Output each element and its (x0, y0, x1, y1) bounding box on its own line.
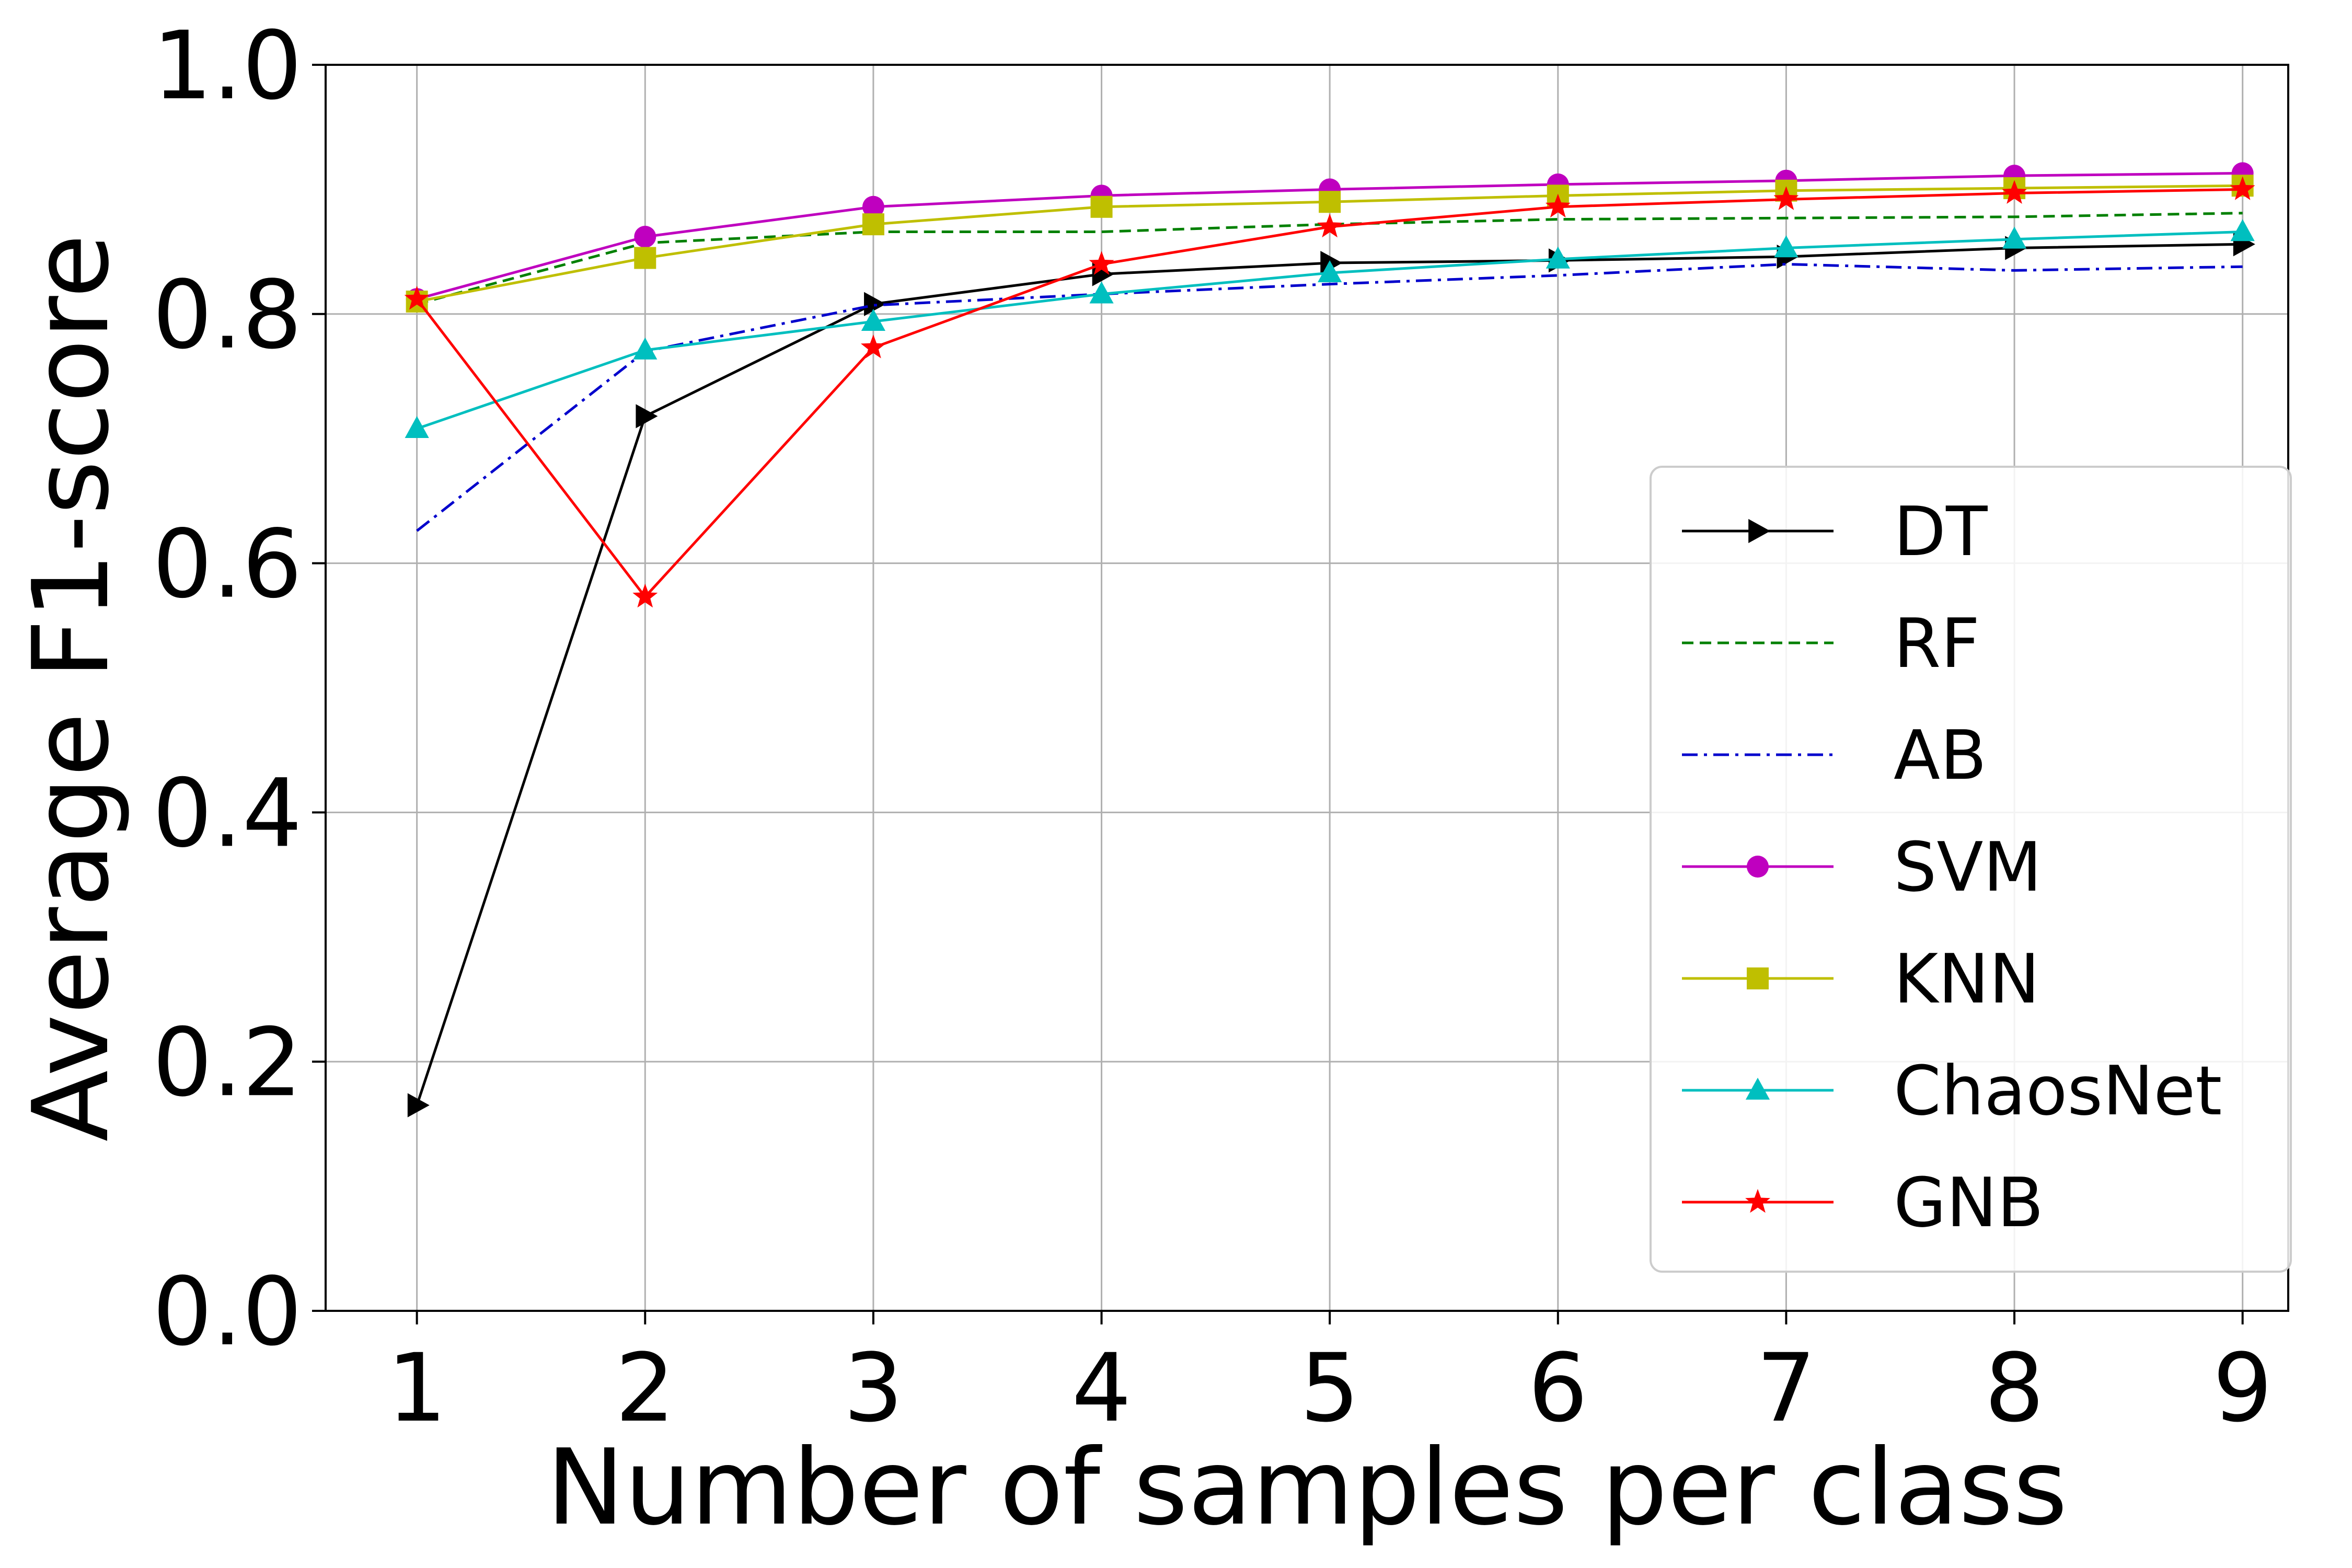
data-point-gnb (2230, 176, 2255, 200)
x-tick-label: 5 (1300, 1334, 1360, 1443)
x-tick-label: 4 (1071, 1334, 1132, 1443)
legend-item-dt: DT (1682, 492, 1988, 571)
series-ab (416, 262, 2243, 532)
legend-item-svm: SVM (1682, 827, 2042, 907)
data-point-gnb (860, 334, 886, 359)
legend-marker-dt (1748, 518, 1771, 544)
data-point-gnb (1317, 213, 1343, 238)
data-point-chaosnet (2230, 219, 2255, 241)
y-tick-label: 0.8 (153, 261, 302, 370)
legend-marker-knn (1747, 967, 1769, 989)
legend-label-svm: SVM (1894, 827, 2042, 907)
x-tick-label: 1 (387, 1334, 447, 1443)
data-point-chaosnet (1774, 235, 1798, 258)
series-chaosnet (405, 219, 2255, 438)
axis-ticks: 1 2 3 4 5 6 7 8 9 0.0 0.2 0.4 0.6 0.8 1.0 (153, 11, 2273, 1443)
data-point-svm (634, 225, 656, 248)
data-point-knn (634, 247, 656, 269)
data-point-gnb (632, 583, 658, 608)
series-rf (417, 212, 2243, 306)
legend-item-gnb: GNB (1682, 1163, 2044, 1242)
legend-label-ab: AB (1894, 716, 1987, 795)
legend-label-knn: KNN (1894, 939, 2040, 1019)
data-point-chaosnet (633, 337, 658, 360)
legend-label-gnb: GNB (1894, 1163, 2044, 1242)
data-point-knn (1319, 191, 1341, 213)
data-point-gnb (1089, 251, 1114, 275)
data-point-chaosnet (405, 416, 429, 438)
legend-label-rf: RF (1894, 604, 1980, 683)
y-tick-label: 0.6 (153, 510, 302, 619)
data-point-gnb (1773, 186, 1799, 210)
y-tick-label: 0.4 (153, 759, 302, 868)
legend-marker-gnb (1745, 1189, 1770, 1213)
data-point-knn (1090, 195, 1113, 218)
data-point-chaosnet (2002, 226, 2027, 249)
data-point-svm (862, 195, 884, 218)
series-line-ab (416, 262, 2243, 532)
y-tick-label: 1.0 (153, 11, 302, 121)
data-point-chaosnet (1546, 246, 1570, 269)
y-tick-label: 0.2 (153, 1008, 302, 1117)
legend-item-knn: KNN (1682, 939, 2040, 1019)
x-tick-label: 9 (2212, 1334, 2273, 1443)
legend-label-dt: DT (1894, 492, 1988, 571)
data-point-chaosnet (1318, 260, 1342, 282)
y-tick-label: 0.0 (153, 1258, 302, 1367)
data-point-chaosnet (861, 308, 886, 331)
series-group (404, 162, 2255, 1117)
x-tick-label: 6 (1528, 1334, 1588, 1443)
legend-item-chaosnet: ChaosNet (1682, 1051, 2222, 1131)
data-point-knn (862, 213, 884, 236)
x-tick-label: 7 (1756, 1334, 1816, 1443)
x-tick-label: 2 (615, 1334, 675, 1443)
x-axis-title: Number of samples per class (546, 1427, 2068, 1549)
data-point-dt (407, 1093, 430, 1117)
data-point-chaosnet (1089, 281, 1114, 304)
legend-box (1650, 466, 2292, 1273)
legend: DT RF AB SVM KNN ChaosNet GNB (1650, 466, 2292, 1273)
data-point-dt (636, 404, 658, 429)
legend-marker-svm (1747, 856, 1769, 878)
legend-marker-chaosnet (1745, 1077, 1770, 1100)
data-point-gnb (404, 285, 430, 310)
legend-item-ab: AB (1682, 716, 1987, 795)
legend-label-chaosnet: ChaosNet (1894, 1051, 2222, 1131)
series-gnb (404, 176, 2255, 608)
data-point-gnb (2002, 180, 2027, 204)
data-point-gnb (1545, 193, 1571, 218)
x-tick-label: 8 (1985, 1334, 2045, 1443)
y-axis-title: Average F1-score (10, 234, 132, 1142)
series-line-rf (417, 212, 2243, 306)
legend-item-rf: RF (1682, 604, 1980, 683)
series-knn (406, 175, 2254, 313)
x-tick-label: 3 (844, 1334, 904, 1443)
